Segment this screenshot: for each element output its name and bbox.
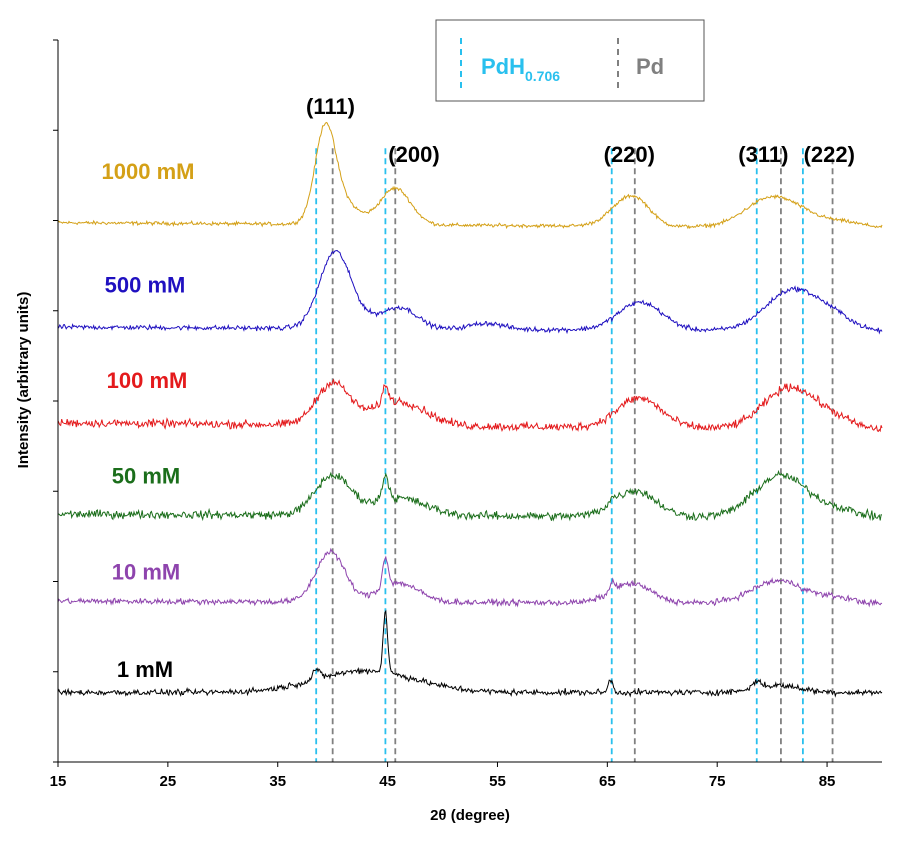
x-tick-label-25: 25 [160,773,177,790]
series-labels: 1000 mM 500 mM 100 mM 50 mM 10 mM 1 mM [102,159,195,682]
legend-pd-label: Pd [636,54,664,79]
series-label-50-mm: 50 mM [112,464,180,489]
x-axis-title: 2θ (degree) [430,807,510,824]
x-tick-label-85: 85 [819,773,836,790]
series-line-100-mm [57,378,883,433]
x-tick-label-15: 15 [50,773,67,790]
series-lines [57,121,883,698]
legend-pdh-sub: 0.706 [525,68,560,84]
x-tick-label-75: 75 [709,773,726,790]
series-label-1000-mm: 1000 mM [102,159,195,184]
series-line-10-mm [57,547,883,608]
y-ticks [53,39,58,763]
x-tick-label-45: 45 [379,773,396,790]
y-axis-title: Intensity (arbitrary units) [15,292,32,469]
legend-pdh-label: PdH0.706 [481,54,560,84]
series-line-50-mm [57,469,883,522]
x-ticks: 15 25 35 45 55 65 75 85 [50,762,836,790]
legend-pdh-main: PdH [481,54,525,79]
series-label-10-mm: 10 mM [112,559,180,584]
hkl-labels: (111) (200) (220) (311) (222) [306,94,855,167]
series-line-1-mm [57,609,883,698]
hkl-label: (220) [604,142,655,167]
hkl-label: (111) [306,94,355,119]
series-line-500-mm [57,249,883,335]
hkl-label: (222) [804,142,855,167]
series-label-100-mm: 100 mM [107,368,188,393]
hkl-label: (311) [738,142,788,167]
legend: PdH0.706 Pd [435,19,705,102]
x-tick-label-65: 65 [599,773,616,790]
series-label-500-mm: 500 mM [105,272,186,297]
x-tick-label-35: 35 [269,773,286,790]
series-label-1-mm: 1 mM [117,657,173,682]
series-line-1000-mm [57,121,883,230]
x-tick-label-55: 55 [489,773,506,790]
legend-box [435,19,705,102]
hkl-label: (200) [388,142,439,167]
reference-lines [315,148,834,762]
